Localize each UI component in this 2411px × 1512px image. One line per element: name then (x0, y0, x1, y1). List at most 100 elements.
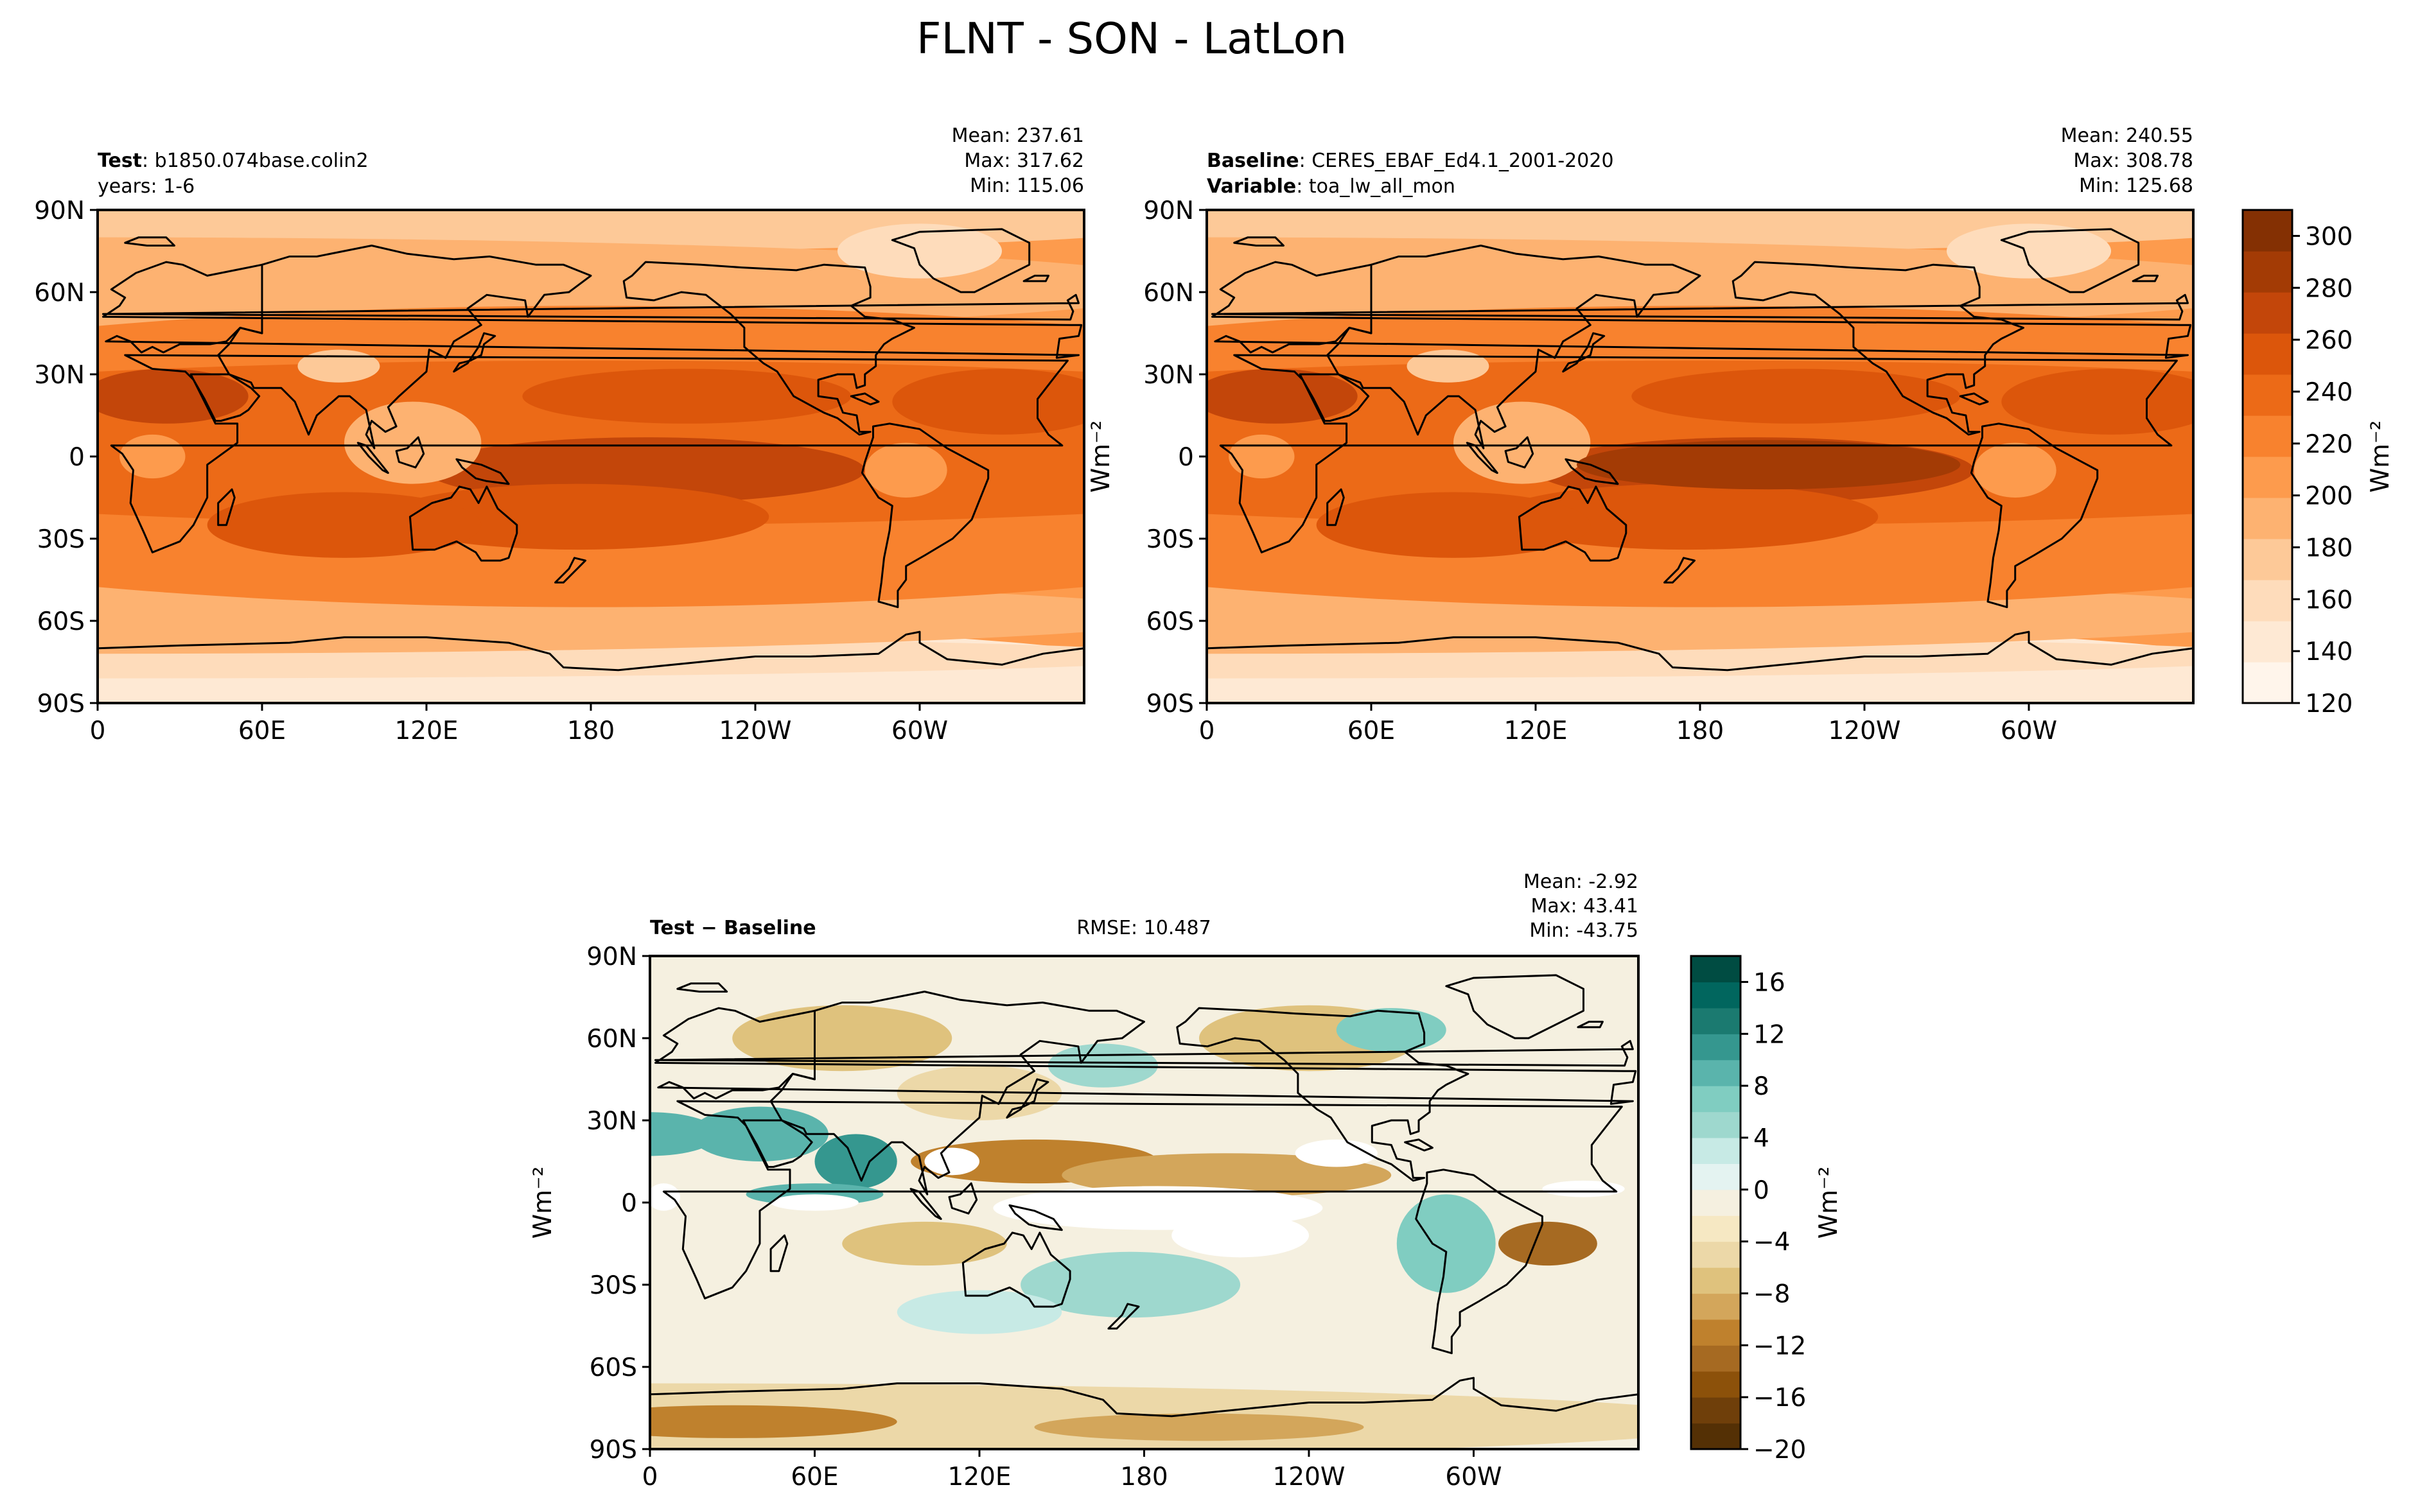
baseline-ytick-label: 30N (1143, 361, 1194, 390)
variable-name: : toa_lw_all_mon (1296, 175, 1455, 198)
test-coastline-arabia (189, 373, 261, 422)
baseline-ytick-label: 0 (1178, 443, 1194, 472)
colorbar-flnt-tick-label: 300 (2305, 222, 2353, 251)
colorbar-flnt-tick-label: 120 (2305, 690, 2353, 718)
test-ytick-label: 0 (69, 443, 85, 472)
test-min: Min: 115.06 (970, 175, 1084, 197)
colorbar-diff-color-band (1691, 1345, 1740, 1372)
test-xtick-label: 60E (238, 717, 286, 745)
test-coastline-europe (102, 261, 1083, 359)
baseline-contour-region (1974, 442, 2056, 498)
baseline-axis-ticks: 0 60E 120E 180 120W 60W 90N 60N 30N 0 30S 60S 90S (1143, 196, 2057, 745)
colorbar-flnt-color-band (2243, 251, 2292, 293)
diff-coastline-sumatra (909, 1188, 942, 1221)
diff-coastline-uk (654, 1039, 1634, 1067)
colorbar-diff-color-band (1691, 1163, 1740, 1190)
test-max: Max: 317.62 (964, 150, 1084, 172)
baseline-xtick-label: 180 (1676, 717, 1724, 745)
diff-label: Test − Baseline (650, 917, 816, 939)
colorbar-diff-color-band (1691, 1423, 1740, 1450)
test-ytick-label: 60S (37, 607, 85, 636)
panel-baseline: Baseline: CERES_EBAF_Ed4.1_2001-2020 Var… (1087, 125, 2195, 745)
test-map-field (98, 210, 1084, 703)
diff-coastline-nz (1107, 1303, 1140, 1330)
baseline-coastline-borneo (1504, 436, 1534, 469)
baseline-coastline-northamerica (1732, 261, 2024, 436)
colorbar-flnt-tick-label: 200 (2305, 482, 2353, 511)
baseline-coastline-newguinea (1565, 458, 1619, 485)
colorbar-diff-color-band (1691, 956, 1740, 983)
diff-xtick-label: 120W (1272, 1463, 1345, 1491)
colorbar-flnt-color-band (2243, 621, 2292, 663)
baseline-variable: Variable: toa_lw_all_mon (1207, 175, 1455, 198)
colorbar-flnt-color-band (2243, 539, 2292, 580)
diff-coastline-africa (662, 1100, 1623, 1299)
test-years: years: 1-6 (98, 175, 195, 198)
baseline-contour-region (2001, 369, 2193, 435)
diff-coastline-svalbard (676, 982, 728, 993)
colorbar-diff-color-band (1691, 1059, 1740, 1086)
diff-contour-region (1021, 1251, 1241, 1318)
test-coastline-antarctica (98, 630, 1084, 703)
diff-ytick-label: 90N (586, 943, 637, 971)
colorbar-flnt-color-band (2243, 456, 2292, 498)
baseline-coastline-europe (1211, 261, 2192, 359)
diff-map-field (650, 956, 1638, 1449)
colorbar-flnt-tick-label: 140 (2305, 638, 2353, 666)
baseline-map-field (1207, 210, 2193, 703)
baseline-coastline-africa (1219, 354, 2178, 553)
test-contour-region (892, 369, 1084, 435)
colorbar-diff-tick-label: −4 (1753, 1228, 1791, 1257)
test-mean: Mean: 237.61 (952, 125, 1084, 147)
variable-label: Variable (1207, 175, 1296, 198)
baseline-ytick-label: 90S (1146, 690, 1194, 718)
colorbar-flnt-tick-label: 220 (2305, 430, 2353, 459)
test-coastline-uk (102, 293, 1080, 321)
colorbar-flnt-color-band (2243, 415, 2292, 457)
colorbar-diff-tick-label: −16 (1753, 1384, 1806, 1412)
colorbar-diff-color-band (1691, 982, 1740, 1009)
diff-contour-region (691, 1106, 829, 1162)
test-xtick-label: 120W (719, 717, 791, 745)
diff-coastline-asia (769, 991, 1145, 1195)
diff-xtick-label: 60W (1445, 1463, 1502, 1491)
diff-xtick-label: 0 (642, 1463, 658, 1491)
diff-coastline-northamerica (1176, 1007, 1469, 1182)
colorbar-diff-color-band (1691, 1086, 1740, 1113)
diff-contour-region (1498, 1221, 1597, 1266)
baseline-xtick-label: 60E (1347, 717, 1395, 745)
baseline-ylabel: Wm⁻² (1087, 421, 1116, 493)
diff-ytick-label: 60S (590, 1353, 637, 1382)
colorbar-diff-color-band (1691, 1371, 1740, 1398)
diff-coastline-newguinea (1008, 1204, 1063, 1231)
test-contour-region (522, 369, 852, 424)
baseline-contour-region (1229, 434, 1295, 479)
baseline-coastline-uk (1211, 293, 2189, 321)
colorbar-flnt-color-band (2243, 374, 2292, 416)
diff-coastline-southamerica (1415, 1169, 1543, 1355)
diff-ytick-label: 0 (621, 1189, 637, 1218)
baseline-coastline-madagascar (1326, 488, 1345, 526)
test-coastline-newguinea (455, 458, 510, 485)
colorbar-diff-tick-label: 0 (1753, 1176, 1769, 1205)
diff-contour-region (897, 1290, 1062, 1334)
test-label: Test (98, 150, 142, 172)
colorbar-diff-tick-label: −20 (1753, 1436, 1806, 1464)
baseline-coastline-greenland (2000, 228, 2140, 293)
test-xtick-label: 60W (891, 717, 948, 745)
baseline-coastline-arabia (1299, 373, 1370, 422)
diff-contour-region (771, 1194, 859, 1211)
diff-contour-region (1062, 1153, 1392, 1197)
colorbar-flnt-color-band (2243, 292, 2292, 334)
colorbar-difference: −20 −16 −12 −8 −4 0 4 8 12 16 Wm⁻² (1690, 955, 1843, 1464)
test-contour-region (98, 369, 249, 424)
colorbar-diff-tick-label: −12 (1753, 1332, 1806, 1360)
baseline-contour-region (1495, 483, 1879, 550)
colorbar-flnt-tick-label: 240 (2305, 378, 2353, 407)
colorbar-diff-color-band (1691, 1007, 1740, 1034)
baseline-header: Baseline: CERES_EBAF_Ed4.1_2001-2020 (1207, 150, 1614, 172)
colorbar-diff-tick-label: 12 (1753, 1020, 1785, 1049)
diff-coastline-cuba (1404, 1138, 1433, 1152)
colorbar-diff-color-band (1691, 1215, 1740, 1242)
test-coastline-japan (453, 332, 496, 373)
